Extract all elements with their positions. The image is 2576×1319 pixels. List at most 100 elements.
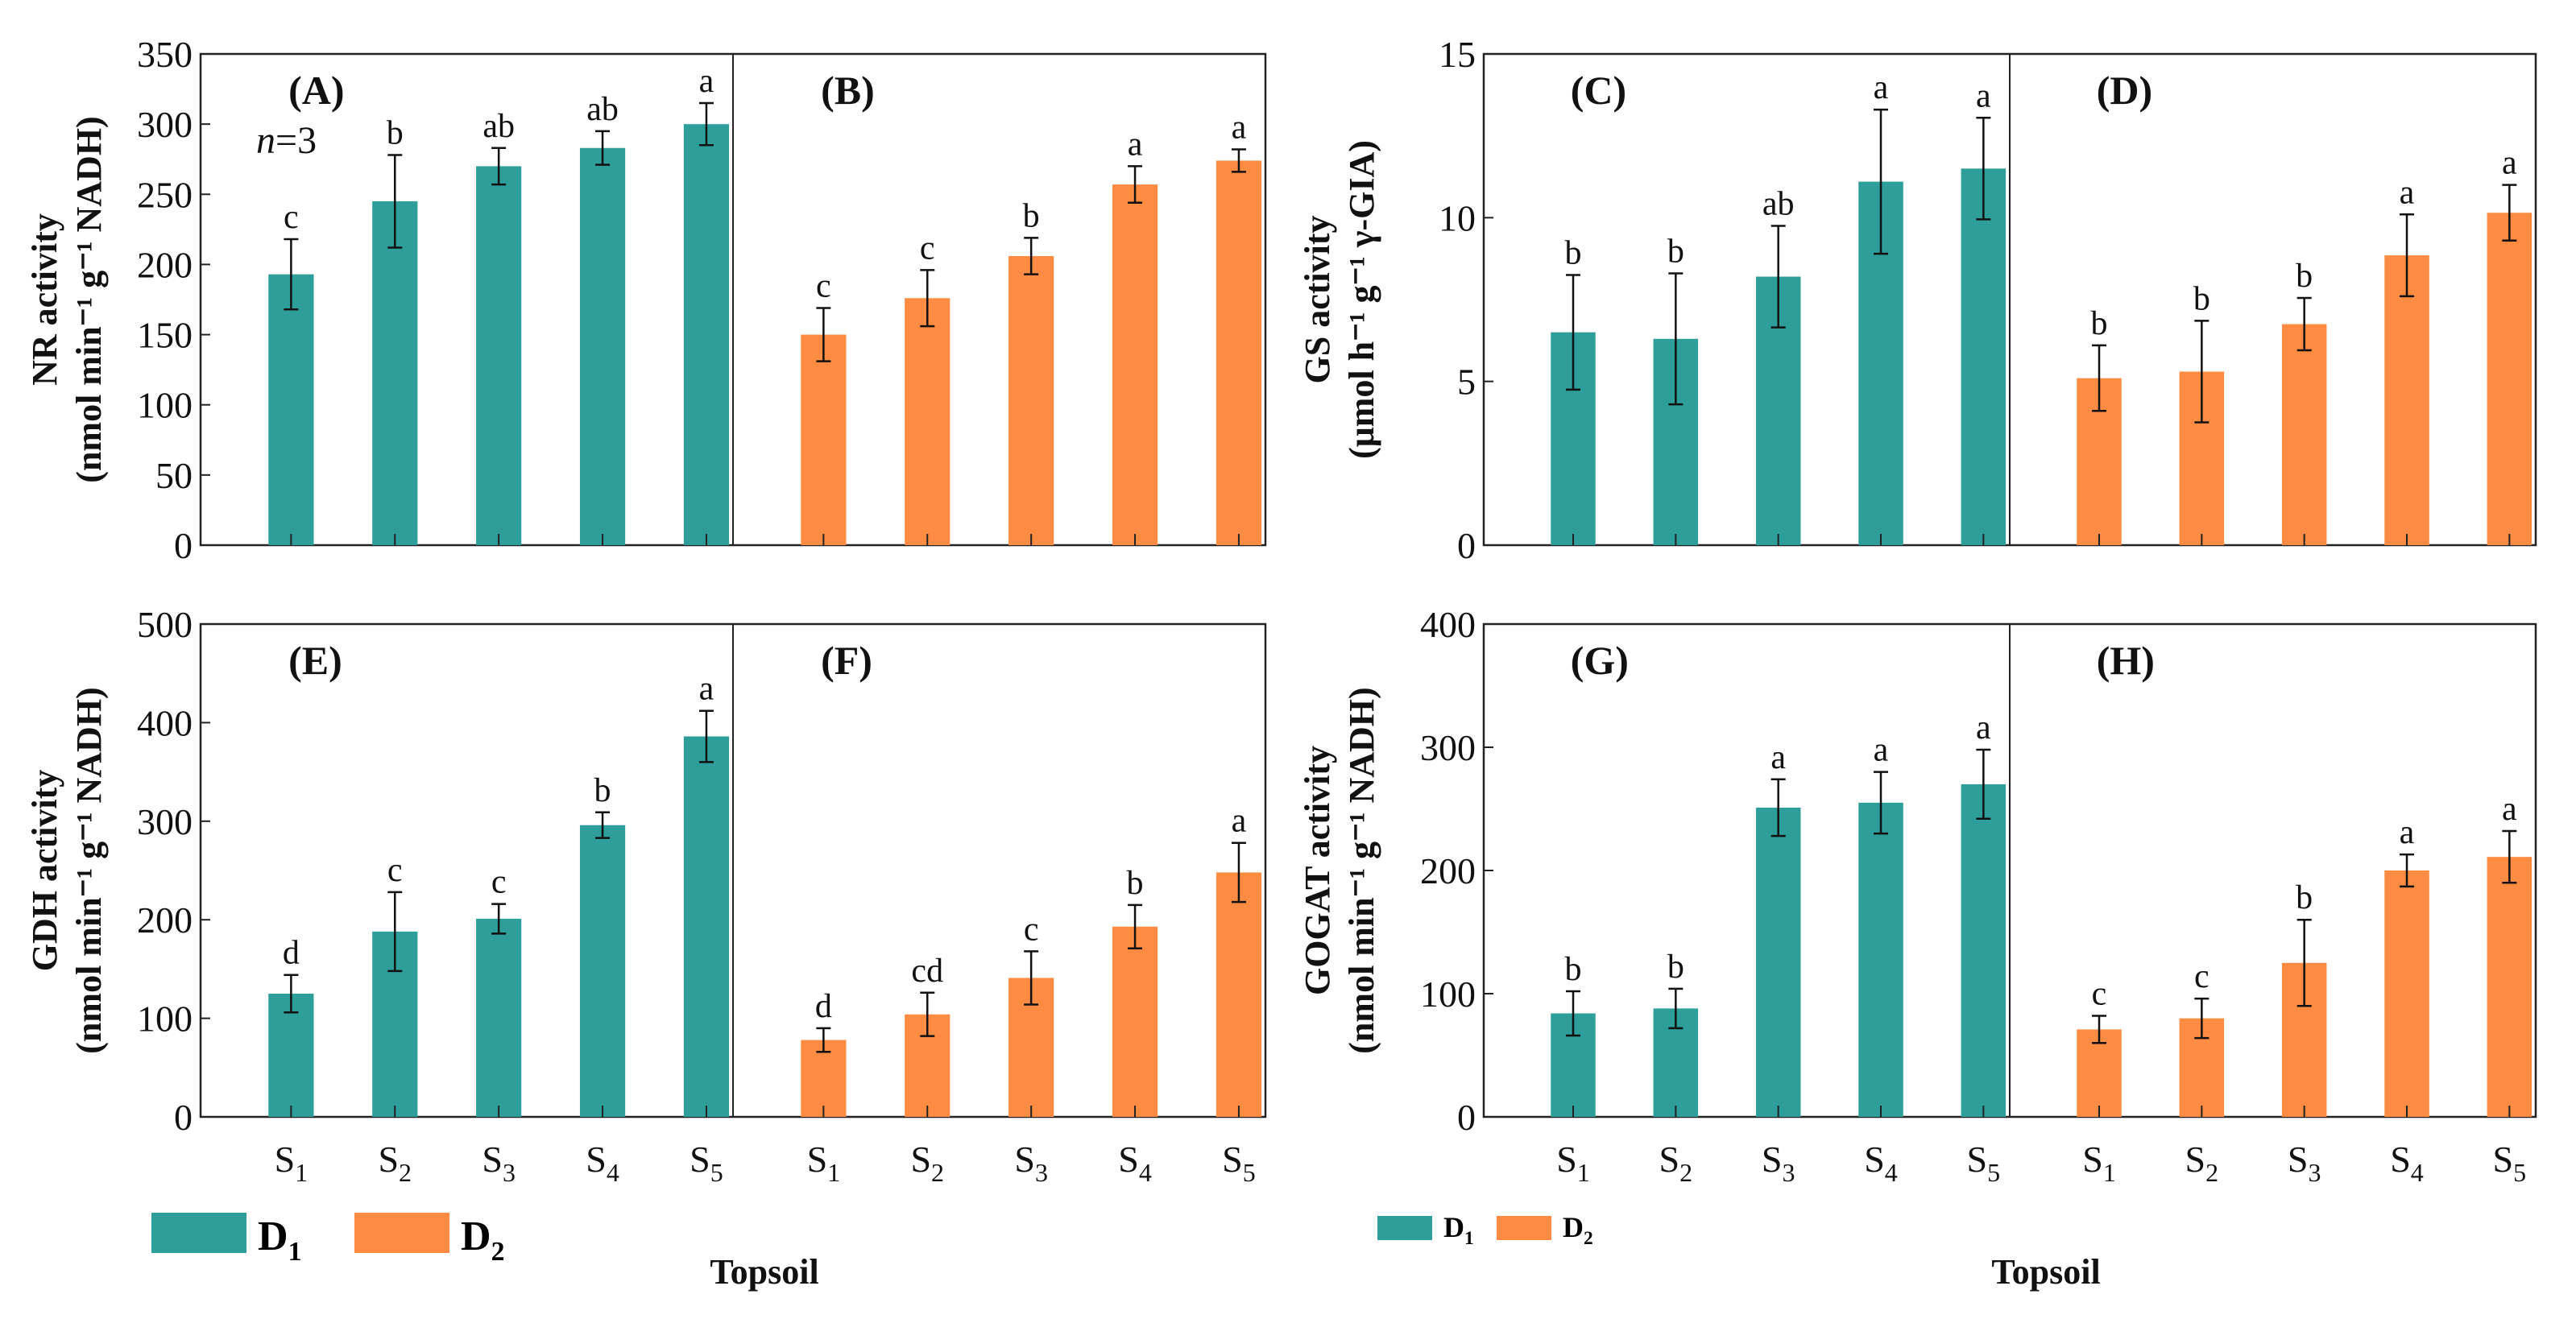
y-tick-label: 10 <box>1439 197 1476 238</box>
chart-gdh: 0 100 200 300 400 500 GDH activity (nmol min⁻¹ … <box>25 604 1267 1187</box>
y-axis-unit: (μmol h⁻¹ g⁻¹ γ-GIA) <box>1342 140 1381 459</box>
y-tick-label: 0 <box>174 525 193 566</box>
y-tick-label: 200 <box>137 244 193 285</box>
significance-letter: b <box>1667 949 1684 986</box>
x-tick-subscript: 4 <box>1885 1158 1898 1187</box>
x-tick-subscript: 1 <box>827 1158 840 1187</box>
bar-d2-s4 <box>2384 255 2429 545</box>
significance-letter: a <box>1232 803 1247 840</box>
significance-letter: b <box>1565 951 1582 988</box>
bar-d2-s2 <box>905 298 950 545</box>
legend-subscript: 2 <box>1584 1228 1593 1249</box>
sample-size-label: n=3 <box>256 119 317 162</box>
x-tick-subscript: 2 <box>2205 1158 2218 1187</box>
x-tick-label: S4 <box>2390 1139 2424 1187</box>
significance-letter: d <box>283 935 300 972</box>
x-tick-label: S4 <box>1118 1139 1152 1187</box>
significance-letter: a <box>699 671 714 708</box>
significance-letter: a <box>2400 174 2415 211</box>
legend-swatch-d2 <box>354 1213 449 1253</box>
x-axis-title-right: Topsoil <box>1991 1252 2100 1292</box>
legend-right: D1 D2 <box>1377 1211 1593 1249</box>
bar-d1-s3 <box>476 918 522 1117</box>
bar-d2-s5 <box>2487 213 2533 545</box>
x-tick-subscript: 3 <box>503 1158 516 1187</box>
y-tick-label: 300 <box>137 801 193 842</box>
y-tick-label: 350 <box>137 34 193 75</box>
legends: D1 D2 D1 D2 <box>151 1211 1593 1267</box>
significance-letter: ab <box>482 108 515 145</box>
significance-letter: a <box>1976 709 1991 746</box>
y-tick-label: 5 <box>1457 362 1476 403</box>
x-tick-subscript: 2 <box>1679 1158 1692 1187</box>
x-tick-subscript: 2 <box>399 1158 412 1187</box>
significance-letter: c <box>491 864 507 901</box>
x-tick-subscript: 4 <box>1139 1158 1152 1187</box>
significance-letter: d <box>815 988 832 1025</box>
x-tick-subscript: 1 <box>1577 1158 1590 1187</box>
x-tick-label: S2 <box>378 1139 412 1187</box>
chart-nr: 0 50 100 150 200 250 300 350 NR activity (nmol mi… <box>25 34 1267 566</box>
y-tick-label: 100 <box>1420 974 1476 1015</box>
legend-swatch-d1 <box>151 1213 246 1253</box>
significance-letter: a <box>1874 732 1889 769</box>
x-tick-label: S3 <box>2288 1139 2321 1187</box>
significance-letter: b <box>1565 235 1582 272</box>
panel-label: (B) <box>821 68 875 113</box>
bar-d2-s1 <box>2077 1029 2122 1117</box>
significance-letter: b <box>2091 305 2108 342</box>
x-tick-label: S1 <box>1556 1139 1590 1187</box>
x-tick-label: S5 <box>2493 1139 2527 1187</box>
legend-label-d2: D2 <box>1563 1211 1593 1249</box>
bar-d1-s2 <box>372 201 418 545</box>
significance-letter: a <box>1232 110 1247 147</box>
legend-subscript: 2 <box>491 1237 505 1267</box>
x-tick-subscript: 5 <box>2513 1158 2526 1187</box>
panel-label: (A) <box>288 68 344 113</box>
significance-letter: a <box>2502 791 2517 828</box>
bar-d1-s3 <box>1755 807 1801 1117</box>
significance-letter: a <box>1874 69 1889 106</box>
y-tick-label: 200 <box>137 899 193 941</box>
y-axis-title: NR activity <box>25 213 64 386</box>
x-tick-subscript: 4 <box>607 1158 619 1187</box>
significance-letter: ab <box>1762 186 1795 223</box>
y-tick-label: 500 <box>137 604 193 645</box>
y-axis-unit: (nmol min⁻¹ g⁻¹ NADH) <box>1342 687 1381 1053</box>
x-tick-label: S4 <box>1864 1139 1898 1187</box>
bar-d2-s5 <box>1216 160 1262 545</box>
bar-d1-s4 <box>579 147 626 545</box>
y-tick-label: 400 <box>137 702 193 743</box>
y-tick-label: 0 <box>1457 525 1476 566</box>
x-tick-label: S1 <box>807 1139 841 1187</box>
x-axis-title-left: Topsoil <box>710 1252 818 1292</box>
y-tick-label: 100 <box>137 999 193 1040</box>
bar-d2-s5 <box>1216 872 1262 1117</box>
legend-swatch-d1 <box>1377 1216 1432 1240</box>
y-tick-label: 15 <box>1439 34 1476 75</box>
significance-letter: a <box>1976 77 1991 114</box>
significance-letter: a <box>699 63 714 100</box>
y-tick-label: 300 <box>137 104 193 145</box>
significance-letter: a <box>1128 126 1143 163</box>
significance-letter: b <box>2193 280 2210 317</box>
x-tick-subscript: 2 <box>931 1158 944 1187</box>
significance-letter: b <box>2296 258 2313 295</box>
x-tick-subscript: 5 <box>1243 1158 1256 1187</box>
x-tick-subscript: 5 <box>710 1158 723 1187</box>
bar-d1-s4 <box>579 825 626 1117</box>
y-tick-label: 150 <box>137 315 193 356</box>
x-tick-label: S4 <box>586 1139 619 1187</box>
chart-gs: 0 5 10 15 GS activity (μmol h⁻¹ g⁻¹ γ-GIA) (C)… <box>1298 34 2537 566</box>
bar-d1-s1 <box>268 274 314 545</box>
x-tick-label: S2 <box>1659 1139 1693 1187</box>
bar-d2-s5 <box>2487 857 2533 1117</box>
significance-letter: b <box>387 114 404 151</box>
panel-label: (H) <box>2097 638 2155 683</box>
bar-d2-s4 <box>1112 926 1158 1117</box>
panel-label: (G) <box>1571 638 1629 683</box>
y-tick-label: 50 <box>155 455 193 496</box>
y-axis-unit: (nmol min⁻¹ g⁻¹ NADH) <box>69 116 109 482</box>
bar-d2-s3 <box>2281 324 2327 545</box>
